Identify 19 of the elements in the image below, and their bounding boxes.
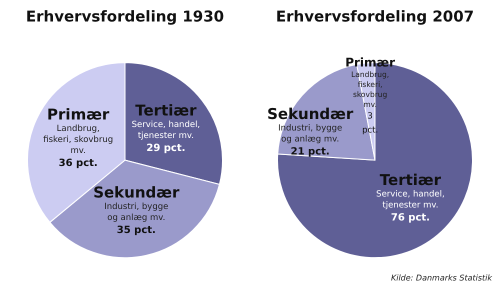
slice-label: Primær [345,56,396,70]
data-label: 35 pct. [116,225,156,236]
slice-label: Tertiær [380,170,442,189]
slice-label: Sekundær [267,104,354,123]
data-label: 36 pct. [58,158,98,170]
slice-label: Tertiær [135,101,198,120]
slice-label: Sekundær [93,184,180,202]
chart-title: Erhvervsfordeling 2007 [276,8,474,26]
chart-title: Erhvervsfordeling 1930 [26,8,224,26]
text: Kilde: Danmarks Statistik [390,274,492,282]
text: Service, handel, tjenester mv. [376,189,445,210]
text: Service, handel, tjenester mv. [132,120,200,141]
text: Industri, bygge og anlæg mv. [104,202,168,224]
data-label: 3 pct. [362,112,378,136]
data-label: 29 pct. [146,142,186,154]
slice-label: Primær [47,106,110,124]
data-label: 76 pct. [390,212,430,224]
text: Landbrug, fiskeri, skovbrug mv. [43,124,114,156]
data-label: 21 pct. [290,146,330,158]
